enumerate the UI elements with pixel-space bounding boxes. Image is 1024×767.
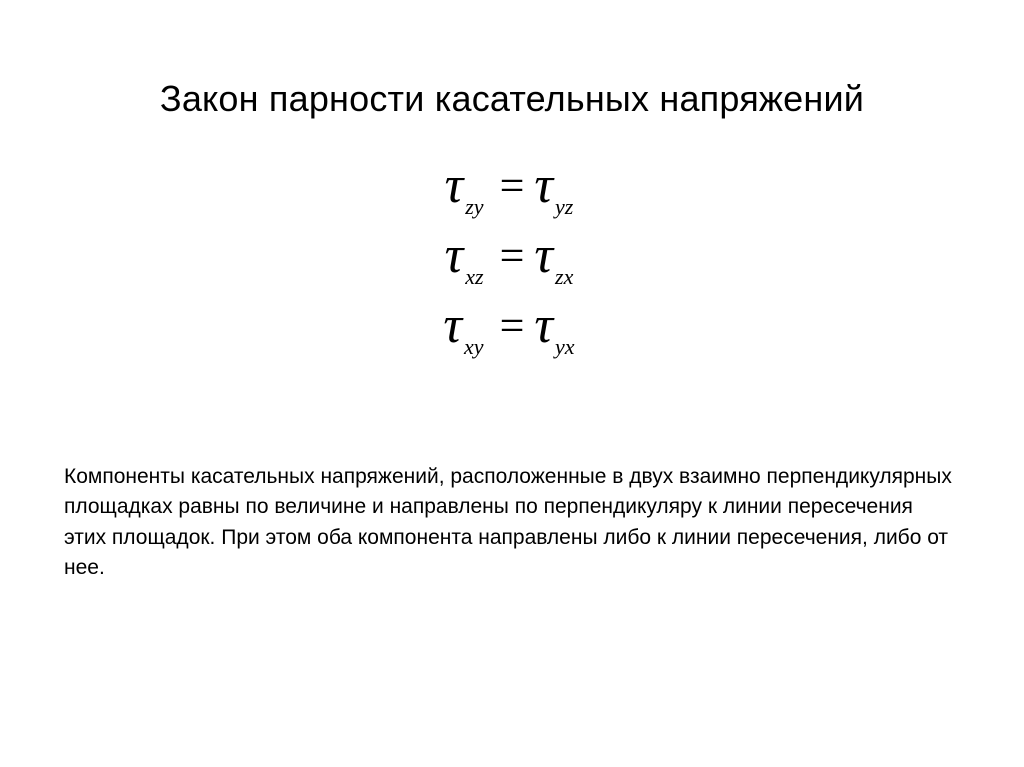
equation-row: τ zy = τ yz <box>445 160 580 212</box>
tau-symbol: τ <box>534 300 553 352</box>
tau-subscript: xz <box>465 266 483 288</box>
tau-symbol: τ <box>534 160 553 212</box>
equation-row: τ xy = τ yx <box>443 300 580 352</box>
tau-symbol: τ <box>445 160 464 212</box>
equals-sign: = <box>500 164 525 208</box>
slide: Закон парности касательных напряжений τ … <box>0 0 1024 767</box>
tau-symbol: τ <box>445 230 464 282</box>
tau-subscript: xy <box>464 336 484 358</box>
tau-subscript: zx <box>555 266 573 288</box>
tau-subscript: zy <box>465 196 483 218</box>
slide-title: Закон парности касательных напряжений <box>0 78 1024 120</box>
body-paragraph: Компоненты касательных напряжений, распо… <box>64 462 960 584</box>
tau-subscript: yz <box>555 196 573 218</box>
tau-symbol: τ <box>443 300 462 352</box>
equals-sign: = <box>500 234 525 278</box>
equals-sign: = <box>500 304 525 348</box>
tau-subscript: yx <box>555 336 575 358</box>
equations-block: τ zy = τ yz τ xz = τ zx τ xy = τ yx <box>0 160 1024 352</box>
equation-row: τ xz = τ zx <box>445 230 580 282</box>
tau-symbol: τ <box>534 230 553 282</box>
